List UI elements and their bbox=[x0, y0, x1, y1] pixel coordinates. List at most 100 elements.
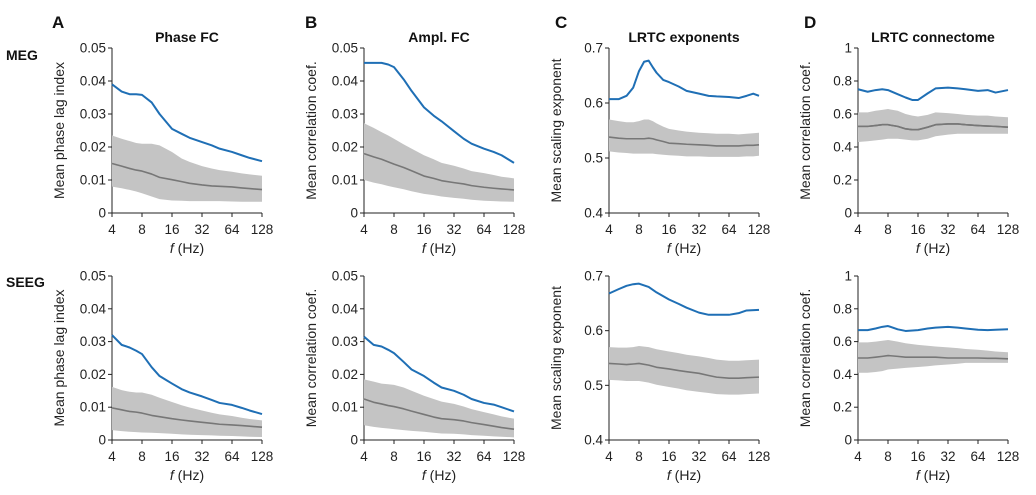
null-mean-line bbox=[608, 136, 760, 147]
x-tick-label: 8 bbox=[635, 449, 643, 464]
x-axis-label-unit: (Hz) bbox=[920, 240, 950, 256]
x-tick-label: 16 bbox=[661, 222, 676, 237]
panel-title: LRTC connectome bbox=[871, 29, 995, 45]
y-tick-label: 0.4 bbox=[584, 433, 603, 448]
x-tick-label: 4 bbox=[360, 222, 368, 237]
x-axis-label: f (Hz) bbox=[422, 240, 456, 256]
y-tick-label: 0 bbox=[844, 433, 852, 448]
y-tick-label: 1 bbox=[844, 41, 852, 56]
x-tick-label: 128 bbox=[997, 449, 1020, 464]
x-tick-label: 32 bbox=[446, 449, 461, 464]
observed-series-line bbox=[857, 86, 1009, 101]
y-tick-label: 0.01 bbox=[80, 173, 106, 188]
y-axis-label: Mean phase lag index bbox=[51, 290, 67, 427]
x-tick-label: 64 bbox=[476, 449, 492, 464]
y-tick-label: 0.02 bbox=[332, 140, 358, 155]
y-tick-label: 0 bbox=[844, 206, 852, 221]
x-axis-label: f (Hz) bbox=[916, 467, 950, 483]
x-axis-label-unit: (Hz) bbox=[920, 467, 950, 483]
observed-series-line bbox=[111, 83, 263, 163]
x-tick-label: 128 bbox=[503, 449, 526, 464]
null-confidence-band bbox=[364, 123, 514, 202]
y-tick-label: 0.2 bbox=[833, 173, 852, 188]
panel-title: Phase FC bbox=[155, 29, 219, 45]
null-confidence-band bbox=[858, 339, 1008, 373]
y-tick-label: 0.03 bbox=[80, 334, 106, 349]
x-axis-label-var: f bbox=[422, 467, 428, 483]
y-tick-label: 0.04 bbox=[80, 301, 107, 316]
x-axis-label-var: f bbox=[667, 467, 673, 483]
y-tick-label: 0.8 bbox=[833, 301, 852, 316]
observed-series-line bbox=[608, 282, 760, 316]
y-tick-label: 0.04 bbox=[332, 74, 359, 89]
x-tick-label: 4 bbox=[605, 449, 613, 464]
chart-panel-c-meg: 0.4 0.5 0.6 0.7 4 8 16 32 64 128 LRTC exponents Mea… bbox=[548, 29, 770, 256]
x-axis-label: f (Hz) bbox=[667, 240, 701, 256]
y-tick-label: 0.6 bbox=[584, 96, 603, 111]
y-tick-label: 0.03 bbox=[80, 107, 106, 122]
x-tick-label: 16 bbox=[164, 222, 179, 237]
y-tick-label: 0 bbox=[350, 206, 358, 221]
y-tick-label: 0.05 bbox=[332, 41, 358, 56]
x-tick-label: 128 bbox=[748, 449, 771, 464]
x-axis-label-unit: (Hz) bbox=[671, 240, 701, 256]
chart-panel-a-meg: 0 0.01 0.02 0.03 0.04 0.05 4 8 16 32 64 128 Phase FC… bbox=[51, 29, 273, 256]
y-tick-label: 0.01 bbox=[332, 173, 358, 188]
x-tick-label: 64 bbox=[970, 222, 986, 237]
y-tick-label: 0.01 bbox=[332, 400, 358, 415]
panel-title: LRTC exponents bbox=[628, 29, 739, 45]
x-tick-label: 64 bbox=[721, 449, 737, 464]
x-tick-label: 128 bbox=[251, 222, 274, 237]
y-tick-label: 0.05 bbox=[80, 269, 106, 284]
y-tick-label: 0.02 bbox=[332, 367, 358, 382]
y-tick-label: 0.04 bbox=[80, 74, 107, 89]
x-tick-label: 64 bbox=[476, 222, 492, 237]
y-tick-label: 0.02 bbox=[80, 140, 106, 155]
y-tick-label: 0 bbox=[350, 433, 358, 448]
x-axis-label: f (Hz) bbox=[667, 467, 701, 483]
y-tick-label: 0.4 bbox=[833, 367, 852, 382]
y-tick-label: 0.7 bbox=[584, 41, 603, 56]
x-axis-label-unit: (Hz) bbox=[671, 467, 701, 483]
x-axis-label: f (Hz) bbox=[916, 240, 950, 256]
observed-series-line bbox=[364, 61, 515, 164]
chart-panel-a-seeg: 0 0.01 0.02 0.03 0.04 0.05 4 8 16 32 64 128 Mean pha… bbox=[51, 269, 273, 484]
chart-panel-b-meg: 0 0.01 0.02 0.03 0.04 0.05 4 8 16 32 64 128 Ampl. FC… bbox=[303, 29, 525, 256]
y-axis-label: Mean correlation coef. bbox=[797, 61, 813, 200]
chart-panel-b-seeg: 0 0.01 0.02 0.03 0.04 0.05 4 8 16 32 64 128 Mean cor… bbox=[303, 269, 525, 484]
y-tick-label: 0.05 bbox=[332, 269, 358, 284]
x-tick-label: 4 bbox=[108, 222, 116, 237]
observed-series-line bbox=[363, 335, 515, 413]
x-axis-label-var: f bbox=[667, 240, 673, 256]
observed-series-line bbox=[858, 325, 1009, 332]
x-tick-label: 8 bbox=[138, 222, 146, 237]
x-tick-label: 8 bbox=[138, 449, 146, 464]
x-axis-label-var: f bbox=[170, 467, 176, 483]
observed-series-line bbox=[111, 334, 263, 416]
y-tick-label: 0.6 bbox=[833, 334, 852, 349]
x-axis-label-unit: (Hz) bbox=[426, 467, 456, 483]
x-tick-label: 16 bbox=[416, 449, 431, 464]
x-tick-label: 16 bbox=[910, 222, 925, 237]
x-tick-label: 128 bbox=[997, 222, 1020, 237]
panel-letter-d: D bbox=[804, 13, 816, 32]
y-tick-label: 0.6 bbox=[584, 323, 603, 338]
x-axis-label-var: f bbox=[916, 240, 922, 256]
y-tick-label: 0.4 bbox=[833, 140, 852, 155]
panel-letter-b: B bbox=[305, 13, 317, 32]
x-tick-label: 16 bbox=[416, 222, 431, 237]
y-tick-label: 0.5 bbox=[584, 378, 603, 393]
y-axis-label: Mean scaling exponent bbox=[548, 286, 564, 430]
x-tick-label: 128 bbox=[251, 449, 274, 464]
x-tick-label: 128 bbox=[748, 222, 771, 237]
y-tick-label: 0.8 bbox=[833, 74, 852, 89]
y-tick-label: 0 bbox=[98, 206, 106, 221]
y-tick-label: 0.4 bbox=[584, 206, 603, 221]
x-tick-label: 16 bbox=[661, 449, 676, 464]
x-tick-label: 4 bbox=[360, 449, 368, 464]
x-tick-label: 32 bbox=[940, 222, 955, 237]
x-axis-label-var: f bbox=[916, 467, 922, 483]
x-tick-label: 8 bbox=[635, 222, 643, 237]
null-mean-line bbox=[363, 398, 515, 430]
x-axis-label-var: f bbox=[170, 240, 176, 256]
